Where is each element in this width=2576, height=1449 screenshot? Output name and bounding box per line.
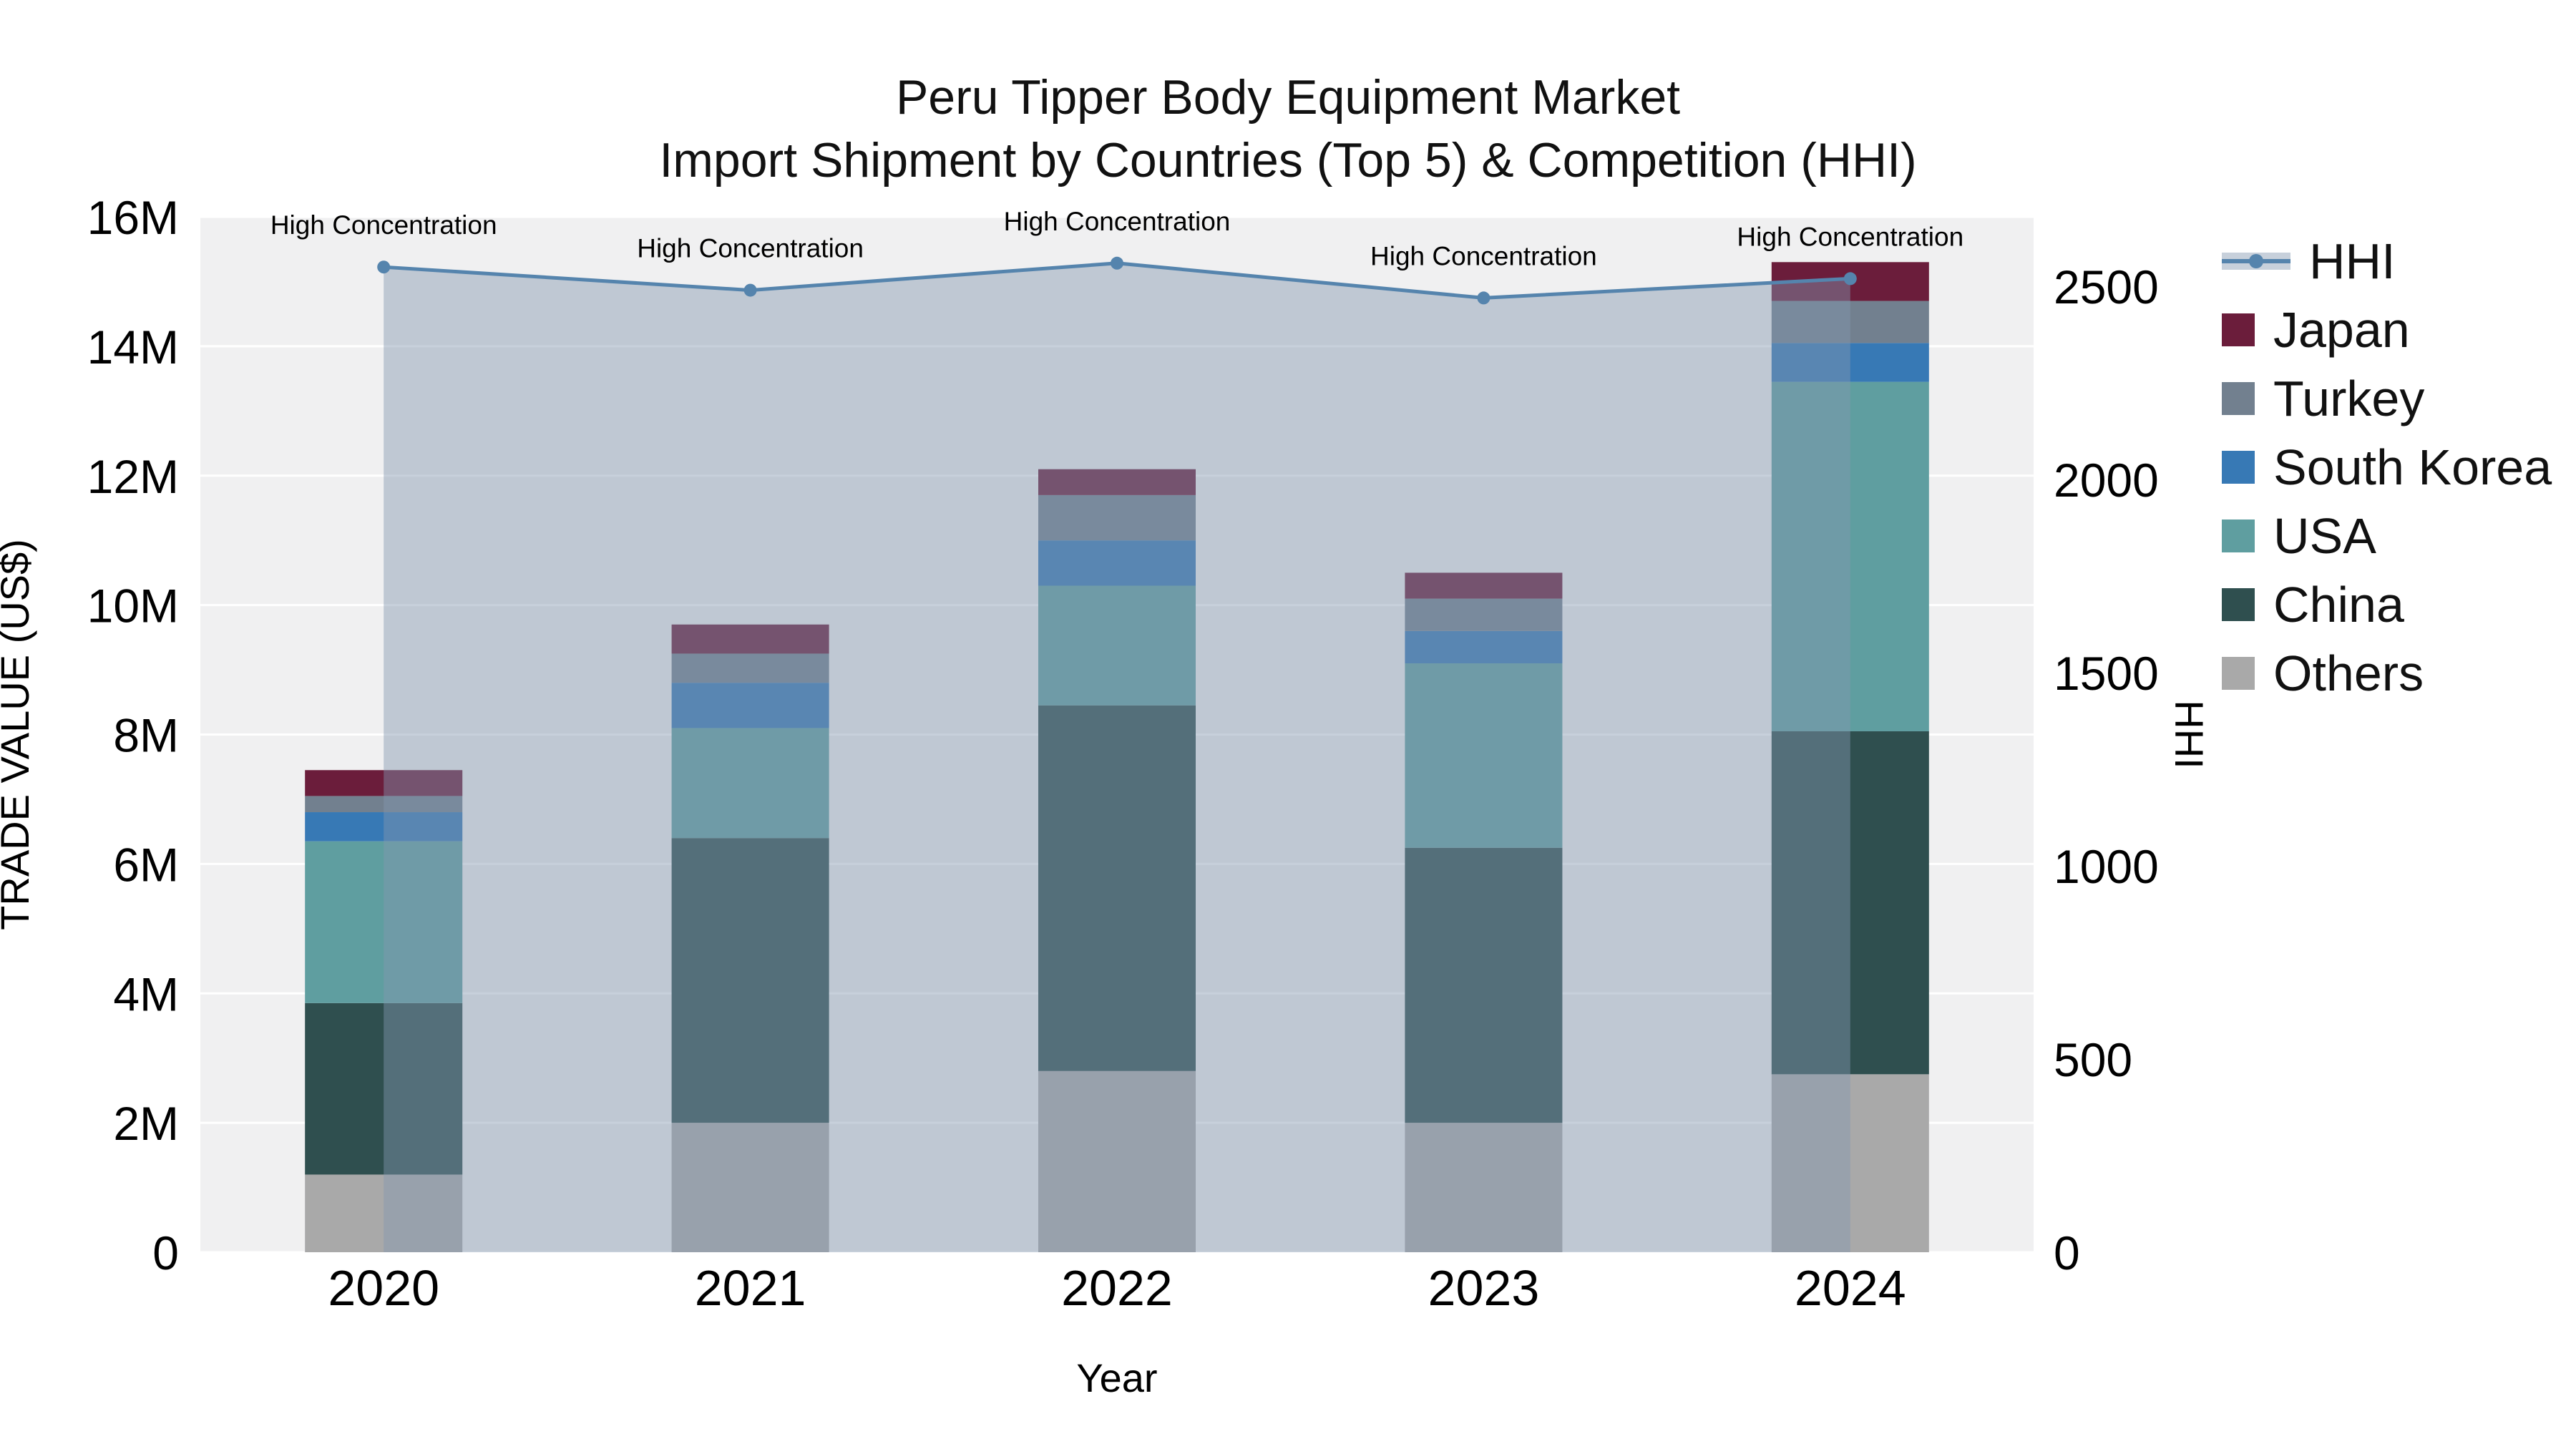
legend-item-china[interactable]: China bbox=[2222, 577, 2552, 633]
x-tick-label: 2023 bbox=[1428, 1260, 1540, 1316]
legend-label: HHI bbox=[2309, 233, 2396, 289]
annotation-high-concentration: High Concentration bbox=[1370, 241, 1597, 270]
y-left-tick-label: 8M bbox=[113, 709, 179, 762]
y-right-tick-label: 500 bbox=[2054, 1033, 2132, 1086]
hhi-area-fill bbox=[384, 263, 1850, 1253]
bar-segment-others-2023[interactable] bbox=[1405, 1123, 1563, 1252]
bar-segment-south-korea-2021[interactable] bbox=[671, 683, 829, 728]
y-right-tick-label: 1500 bbox=[2054, 647, 2159, 700]
bar-segment-south-korea-2020[interactable] bbox=[305, 812, 463, 841]
bar-segment-usa-2020[interactable] bbox=[305, 841, 463, 1003]
y-right-tick-label: 2000 bbox=[2054, 454, 2159, 507]
bar-segment-others-2020[interactable] bbox=[305, 1174, 463, 1252]
legend-swatch bbox=[2222, 657, 2255, 690]
chart-title-line1: Peru Tipper Body Equipment Market bbox=[895, 70, 1681, 125]
chart-title: Peru Tipper Body Equipment Market Import… bbox=[0, 66, 2576, 192]
legend-label: China bbox=[2273, 577, 2404, 633]
bar-segment-china-2020[interactable] bbox=[305, 1002, 463, 1175]
legend-swatch bbox=[2222, 313, 2255, 346]
bar-segment-others-2021[interactable] bbox=[671, 1123, 829, 1252]
hhi-marker-2023[interactable] bbox=[1477, 291, 1491, 305]
y-left-tick-label: 16M bbox=[87, 191, 179, 244]
y-right-tick-label: 1000 bbox=[2054, 840, 2159, 893]
bar-segment-usa-2022[interactable] bbox=[1038, 585, 1196, 706]
legend-item-turkey[interactable]: Turkey bbox=[2222, 371, 2552, 426]
y-left-tick-label: 6M bbox=[113, 838, 179, 891]
bar-segment-usa-2024[interactable] bbox=[1771, 381, 1929, 731]
bar-segment-japan-2021[interactable] bbox=[671, 624, 829, 654]
hhi-line-icon bbox=[2222, 253, 2290, 270]
legend-label: Others bbox=[2273, 645, 2424, 701]
x-tick-label: 2020 bbox=[328, 1260, 439, 1316]
bar-segment-south-korea-2022[interactable] bbox=[1038, 540, 1196, 586]
annotation-high-concentration: High Concentration bbox=[1737, 222, 1963, 251]
bar-segment-japan-2023[interactable] bbox=[1405, 572, 1563, 599]
y-right-tick-label: 2500 bbox=[2054, 260, 2159, 313]
annotation-high-concentration: High Concentration bbox=[637, 234, 864, 263]
x-tick-label: 2021 bbox=[695, 1260, 806, 1316]
y-left-tick-label: 10M bbox=[87, 580, 179, 633]
bar-segment-turkey-2022[interactable] bbox=[1038, 494, 1196, 541]
y-left-tick-label: 4M bbox=[113, 967, 179, 1020]
x-tick-label: 2022 bbox=[1061, 1260, 1173, 1316]
legend-item-usa[interactable]: USA bbox=[2222, 508, 2552, 564]
bar-segment-turkey-2021[interactable] bbox=[671, 653, 829, 683]
legend-label: Japan bbox=[2273, 302, 2410, 358]
y-left-tick-label: 12M bbox=[87, 450, 179, 503]
y-right-axis-title: HHI bbox=[2167, 700, 2212, 769]
bar-segment-usa-2023[interactable] bbox=[1405, 663, 1563, 848]
bar-segment-south-korea-2024[interactable] bbox=[1771, 343, 1929, 382]
bar-segment-others-2022[interactable] bbox=[1038, 1070, 1196, 1252]
x-tick-label: 2024 bbox=[1795, 1260, 1906, 1316]
bar-segment-japan-2022[interactable] bbox=[1038, 469, 1196, 495]
legend-label: South Korea bbox=[2273, 439, 2552, 495]
bar-segment-usa-2021[interactable] bbox=[671, 728, 829, 839]
hhi-marker-2024[interactable] bbox=[1843, 272, 1857, 286]
bar-segment-japan-2020[interactable] bbox=[305, 770, 463, 796]
bar-segment-turkey-2024[interactable] bbox=[1771, 301, 1929, 343]
y-left-tick-label: 14M bbox=[87, 321, 179, 374]
legend-label: Turkey bbox=[2273, 371, 2425, 426]
bar-segment-china-2021[interactable] bbox=[671, 838, 829, 1123]
y-left-tick-label: 0 bbox=[152, 1226, 179, 1279]
annotation-high-concentration: High Concentration bbox=[270, 210, 497, 240]
x-axis-title: Year bbox=[1076, 1355, 1157, 1400]
legend-item-japan[interactable]: Japan bbox=[2222, 302, 2552, 358]
legend-item-hhi[interactable]: HHI bbox=[2222, 233, 2552, 289]
chart-title-line2: Import Shipment by Countries (Top 5) & C… bbox=[659, 133, 1917, 187]
hhi-marker-2021[interactable] bbox=[743, 283, 757, 297]
bar-segment-china-2023[interactable] bbox=[1405, 847, 1563, 1123]
legend-swatch bbox=[2222, 382, 2255, 415]
legend: HHI Japan Turkey South Korea USA China O… bbox=[2222, 233, 2552, 701]
bar-segment-china-2024[interactable] bbox=[1771, 731, 1929, 1075]
y-left-tick-label: 2M bbox=[113, 1097, 179, 1150]
legend-label: USA bbox=[2273, 508, 2376, 564]
legend-item-south-korea[interactable]: South Korea bbox=[2222, 439, 2552, 495]
y-right-tick-label: 0 bbox=[2054, 1226, 2080, 1279]
legend-item-others[interactable]: Others bbox=[2222, 645, 2552, 701]
bar-segment-china-2022[interactable] bbox=[1038, 705, 1196, 1071]
y-left-axis-title: TRADE VALUE (US$) bbox=[0, 539, 37, 930]
bar-segment-others-2024[interactable] bbox=[1771, 1074, 1929, 1252]
bar-segment-turkey-2020[interactable] bbox=[305, 796, 463, 813]
legend-swatch bbox=[2222, 588, 2255, 621]
legend-swatch bbox=[2222, 519, 2255, 552]
hhi-marker-2022[interactable] bbox=[1111, 256, 1123, 270]
bar-segment-turkey-2023[interactable] bbox=[1405, 598, 1563, 631]
annotation-high-concentration: High Concentration bbox=[1004, 207, 1231, 236]
hhi-marker-2020[interactable] bbox=[377, 260, 391, 274]
legend-swatch bbox=[2222, 451, 2255, 484]
bar-segment-south-korea-2023[interactable] bbox=[1405, 630, 1563, 664]
